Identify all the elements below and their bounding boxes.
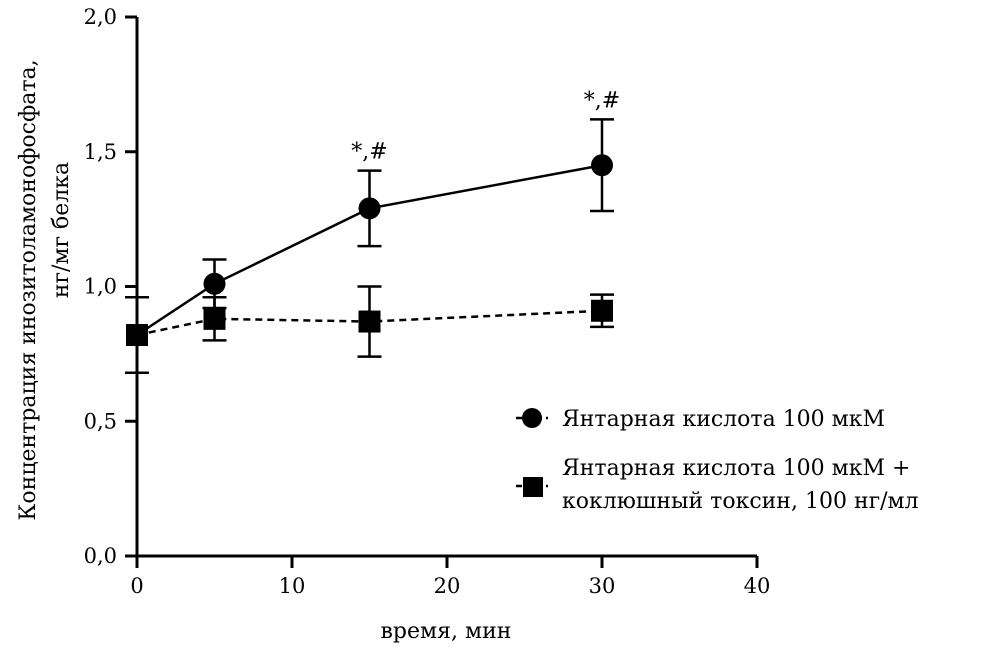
y-axis-label-line-2: нг/мг белка — [49, 162, 74, 298]
data-point-square — [203, 307, 226, 330]
legend-label-series-2-line-2: коклюшный токсин, 100 нг/мл — [562, 489, 919, 514]
significance-annotation: *,# — [351, 140, 387, 165]
x-tick-label: 0 — [130, 574, 143, 598]
data-point-circle — [126, 324, 148, 347]
y-tick-label: 1,0 — [84, 275, 117, 299]
data-point-circle — [203, 272, 226, 295]
y-tick-label: 0,5 — [84, 409, 117, 433]
data-point-circle — [591, 154, 613, 177]
series-2 — [125, 285, 614, 374]
annotations: *,# *,# — [351, 88, 620, 164]
x-tick-label: 30 — [589, 574, 616, 598]
data-point-square — [358, 310, 381, 333]
data-point-circle — [358, 197, 381, 220]
legend-marker-square — [523, 477, 543, 497]
series-1 — [125, 118, 614, 374]
series-layer — [125, 118, 614, 374]
significance-annotation: *,# — [584, 88, 620, 113]
x-axis-label: время, мин — [381, 619, 512, 644]
x-tick-label: 10 — [279, 574, 306, 598]
y-tick-label: 0,0 — [84, 544, 117, 568]
data-point-square — [591, 299, 613, 322]
legend-label-series-2-line-1: Янтарная кислота 100 мкМ + — [562, 456, 911, 481]
y-axis-label-line-1: Концентрация инозитоламонофосфата, — [16, 59, 41, 520]
series-line — [136, 309, 603, 337]
x-tick-label: 40 — [744, 574, 771, 598]
legend-marker-circle — [522, 408, 542, 428]
legend: Янтарная кислота 100 мкМ Янтарная кислот… — [516, 407, 919, 514]
x-tick-label: 20 — [434, 574, 461, 598]
y-ticks: 0,0 0,5 1,0 1,5 2,0 — [84, 5, 137, 568]
y-tick-label: 2,0 — [84, 5, 117, 29]
legend-label-series-1: Янтарная кислота 100 мкМ — [562, 407, 885, 432]
series-line — [136, 163, 603, 337]
x-ticks: 0 10 20 30 40 — [130, 556, 770, 598]
y-tick-label: 1,5 — [84, 140, 117, 164]
